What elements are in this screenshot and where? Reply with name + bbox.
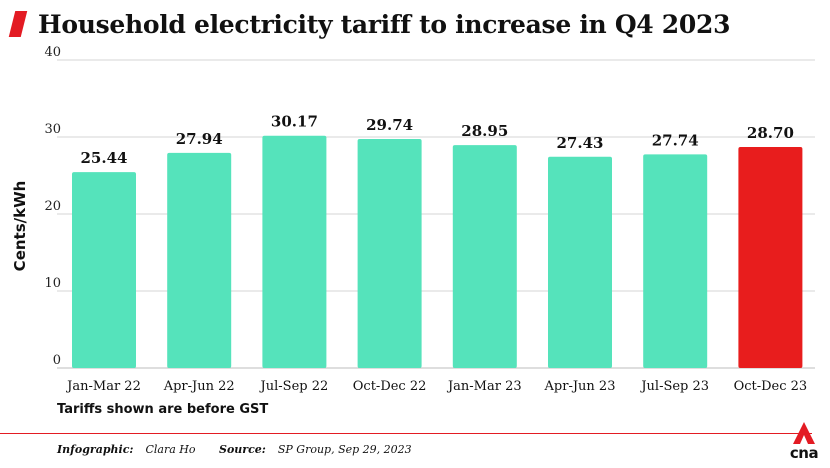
footer-divider [0,433,812,434]
bar-value-label: 27.43 [557,134,604,152]
cna-logo-icon [793,422,815,444]
cna-logo-text: cna [789,444,819,462]
bar-value-label: 27.74 [652,131,699,149]
x-tick-label: Jan-Mar 23 [446,379,522,394]
bar [452,145,517,368]
infographic-label: Infographic: [57,443,134,456]
chart-title-bar: Household electricity tariff to increase… [8,6,730,42]
bar-value-label: 28.95 [461,122,508,140]
infographic-author: Clara Ho [145,443,196,456]
bar-value-label: 30.17 [271,113,318,131]
source-value: SP Group, Sep 29, 2023 [277,443,412,456]
y-tick-label: 30 [44,122,61,137]
bar [643,154,708,368]
bar-value-label: 25.44 [81,149,128,167]
bar [548,156,612,368]
bar [738,147,803,368]
bar [167,152,232,368]
x-tick-label: Jul-Sep 23 [639,379,709,394]
y-axis-label: Cents/kWh [11,181,29,272]
bar [357,139,422,368]
chart-title: Household electricity tariff to increase… [38,9,731,39]
bar-chart: 0 10 20 30 40 Cents/kWh 25.44 Jan-Mar 22 27.94 Ap… [11,45,815,394]
bar-value-label: 28.70 [747,124,794,142]
bar [72,172,136,368]
bar-value-label: 29.74 [366,116,413,134]
y-tick-label: 40 [44,45,61,60]
bar-value-label: 27.94 [176,130,223,148]
x-tick-label: Jan-Mar 22 [65,379,141,394]
footnote: Tariffs shown are before GST [57,402,269,417]
y-tick-label: 10 [44,276,61,291]
y-tick-label: 0 [53,353,61,368]
x-tick-label: Apr-Jun 23 [544,379,616,394]
x-tick-label: Oct-Dec 23 [734,379,808,394]
x-tick-label: Oct-Dec 22 [353,379,427,394]
credits: Infographic: Clara Ho Source: SP Group, … [57,443,412,456]
cna-logo: cna [784,420,824,464]
x-tick-label: Jul-Sep 22 [259,379,329,394]
bar [262,135,327,368]
source-label: Source: [219,443,266,456]
y-tick-label: 20 [44,199,61,214]
x-tick-label: Apr-Jun 22 [163,379,235,394]
